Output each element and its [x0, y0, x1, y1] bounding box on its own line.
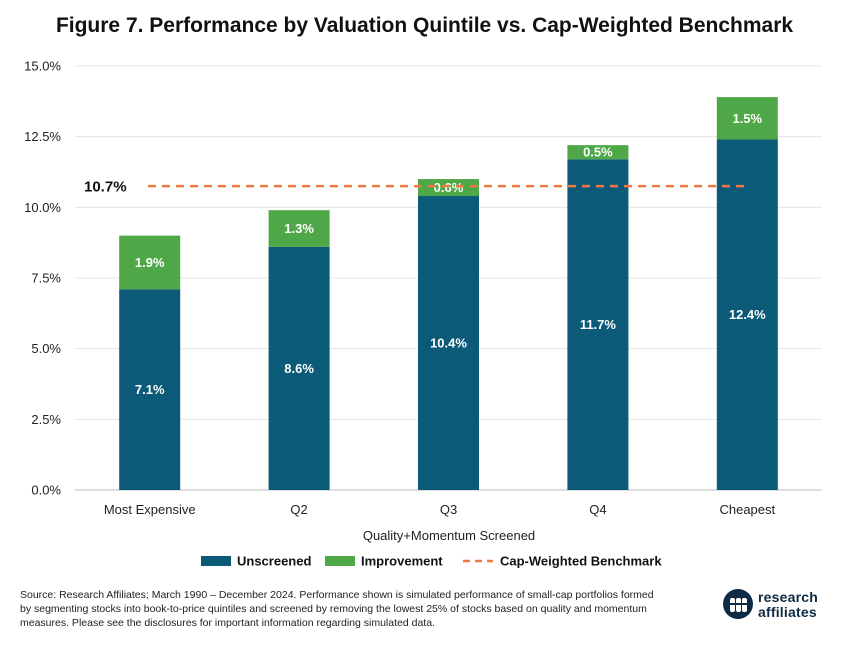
- logo-wordmark: research affiliates: [758, 590, 818, 620]
- y-tick-label: 5.0%: [31, 341, 61, 356]
- data-label-improvement: 1.5%: [732, 111, 762, 126]
- source-note: Source: Research Affiliates; March 1990 …: [20, 589, 654, 629]
- bar-improvement: [119, 235, 181, 290]
- x-tick-label: Most Expensive: [104, 502, 196, 517]
- bar-unscreened: [567, 159, 629, 490]
- y-tick-label: 2.5%: [31, 412, 61, 427]
- y-tick-label: 7.5%: [31, 271, 61, 286]
- x-tick-label: Q4: [589, 502, 606, 517]
- data-label-improvement: 1.3%: [284, 221, 314, 236]
- x-tick-label: Q2: [290, 502, 307, 517]
- benchmark-line-group: 10.7%: [84, 179, 750, 196]
- chart-title: Figure 7. Performance by Valuation Quint…: [55, 14, 794, 37]
- data-label-unscreened: 7.1%: [135, 382, 165, 397]
- data-label-unscreened: 8.6%: [284, 361, 314, 376]
- bar-unscreened: [119, 289, 181, 490]
- bar-chart: 0.0% 2.5% 5.0% 7.5% 10.0% 12.5% 15.0% 7.1% 1.9%…: [24, 59, 822, 569]
- data-label-improvement: 0.5%: [583, 145, 613, 160]
- x-axis-title: Quality+Momentum Screened: [363, 528, 535, 543]
- legend-swatch-unscreened: [201, 556, 231, 566]
- data-label-improvement: 1.9%: [135, 255, 165, 270]
- bar-improvement: [418, 179, 479, 197]
- legend-label-benchmark: Cap-Weighted Benchmark: [500, 554, 662, 569]
- y-tick-label: 12.5%: [24, 129, 61, 144]
- y-tick-label: 0.0%: [31, 483, 61, 498]
- bar-improvement: [567, 145, 629, 160]
- bars: 7.1% 1.9% 8.6% 1.3% 10.4% 0.6% 11.7% 0.5% 12.4% 1…: [119, 97, 778, 490]
- data-label-unscreened: 10.4%: [430, 336, 467, 351]
- data-label-improvement: 0.6%: [434, 180, 464, 195]
- logo-line-2: affiliates: [758, 604, 817, 620]
- y-tick-label: 15.0%: [24, 59, 61, 74]
- benchmark-label: 10.7%: [84, 179, 127, 196]
- legend: Unscreened Improvement Cap-Weighted Benchm…: [201, 554, 662, 569]
- data-label-unscreened: 11.7%: [580, 317, 617, 332]
- logo-mark-icon: [723, 589, 753, 619]
- bar-unscreened: [268, 246, 330, 490]
- y-axis: 0.0% 2.5% 5.0% 7.5% 10.0% 12.5% 15.0%: [24, 59, 61, 498]
- data-label-unscreened: 12.4%: [729, 307, 766, 322]
- x-tick-label: Q3: [440, 502, 457, 517]
- y-tick-label: 10.0%: [24, 200, 61, 215]
- x-tick-label: Cheapest: [719, 502, 775, 517]
- research-affiliates-logo: research affiliates: [722, 588, 832, 628]
- logo-line-1: research: [758, 589, 818, 605]
- bar-unscreened: [418, 196, 479, 490]
- legend-label-improvement: Improvement: [361, 554, 443, 569]
- legend-label-unscreened: Unscreened: [237, 554, 311, 569]
- bar-improvement: [268, 210, 330, 247]
- legend-swatch-improvement: [325, 556, 355, 566]
- bar-improvement: [716, 97, 778, 140]
- bar-unscreened: [716, 139, 778, 490]
- x-axis: Most Expensive Q2 Q3 Q4 Cheapest: [104, 502, 776, 517]
